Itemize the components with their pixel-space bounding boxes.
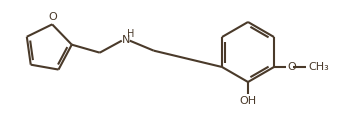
Text: H: H [127,29,134,39]
Text: CH₃: CH₃ [308,62,329,72]
Text: N: N [121,35,130,45]
Text: OH: OH [239,96,256,106]
Text: O: O [287,62,296,72]
Text: O: O [48,12,57,22]
